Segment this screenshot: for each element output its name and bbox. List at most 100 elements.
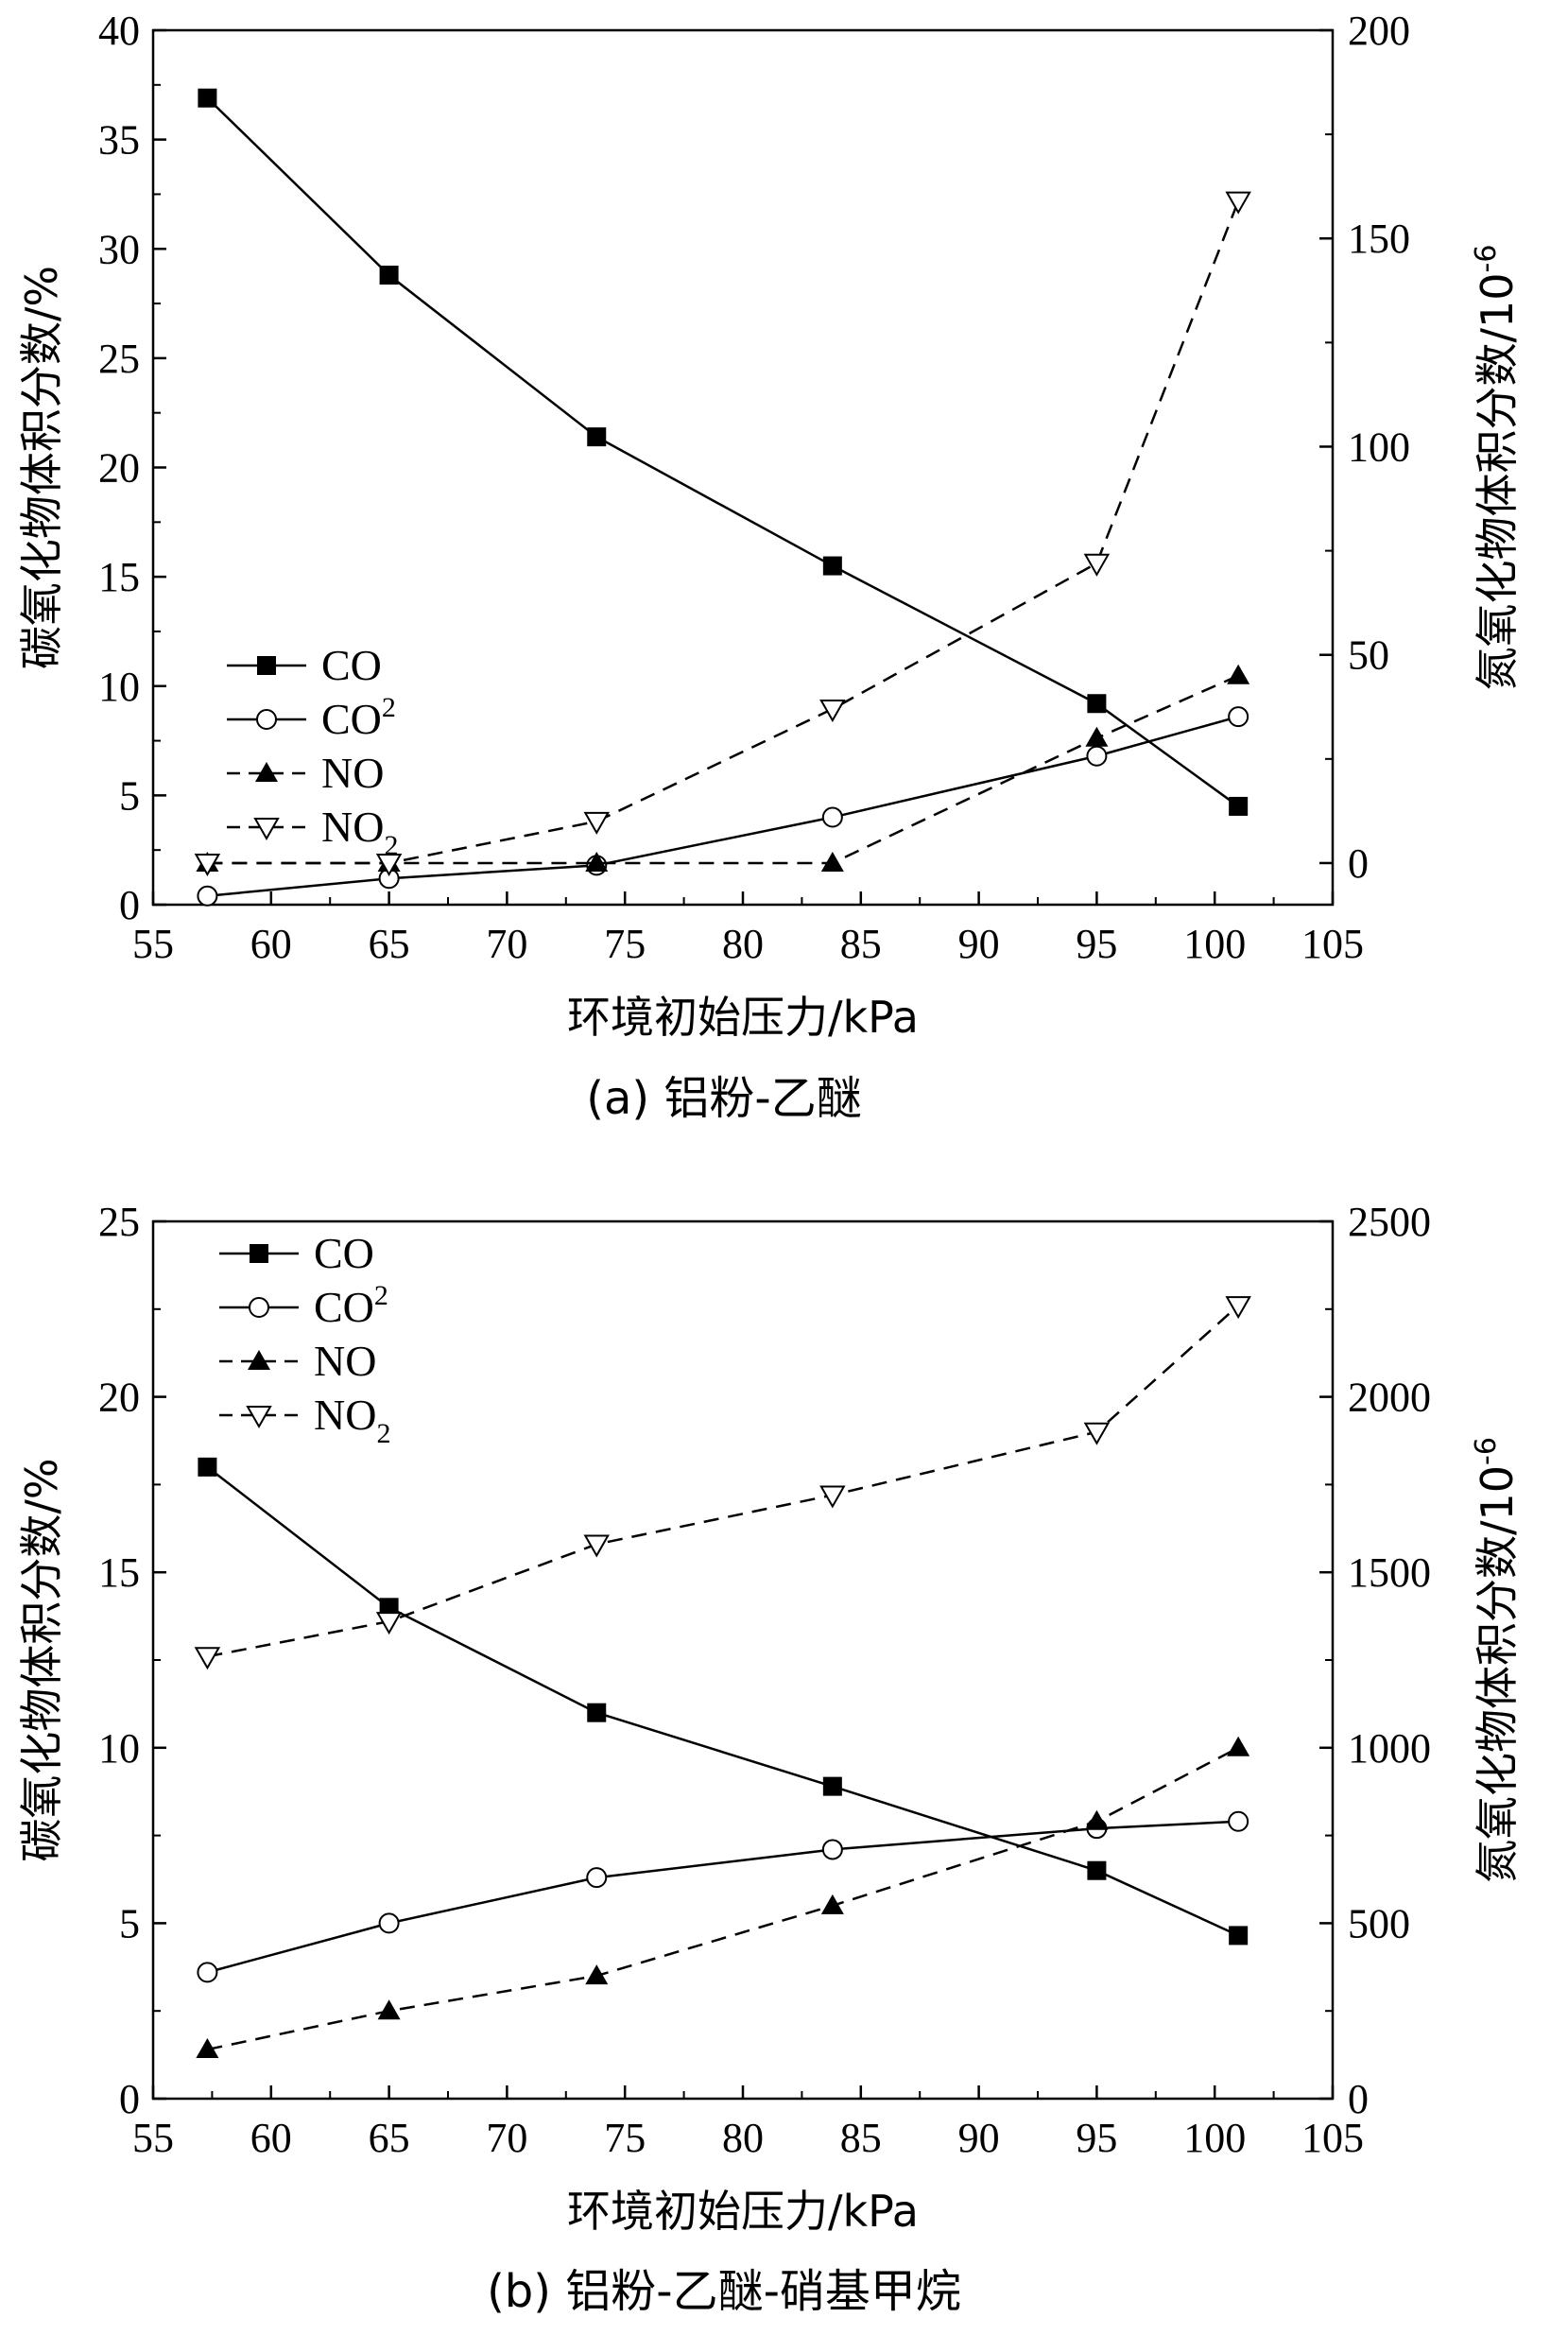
series-0-point [1229, 796, 1249, 816]
x-tick-label: 95 [1076, 2115, 1117, 2161]
x-tick-label: 60 [250, 921, 292, 967]
y-right-tick-label: 150 [1348, 216, 1410, 262]
legend-label-3: NO2 [314, 1391, 390, 1449]
series-3-point [1225, 1296, 1251, 1320]
y-left-tick-label: 5 [119, 1900, 140, 1946]
x-tick-label: 105 [1301, 2115, 1364, 2161]
legend-label-3: NO2 [321, 803, 398, 861]
series-2-point [1085, 726, 1109, 747]
series-1-point [197, 1962, 218, 1983]
x-axis-label: 环境初始压力/kPa [567, 2186, 919, 2237]
series-0-point [1087, 694, 1107, 714]
series-0-point [587, 427, 607, 447]
series-3-point [194, 1647, 221, 1670]
legend-label-1: CO2 [321, 692, 396, 743]
series-0-point [379, 266, 399, 285]
series-1-point [378, 1912, 400, 1934]
series-2-point [820, 1894, 844, 1914]
legend-marker-2 [248, 1350, 270, 1370]
x-tick-label: 95 [1076, 921, 1117, 967]
series-2-point [196, 2038, 219, 2059]
series-3-point [1083, 553, 1111, 577]
x-tick-label: 55 [132, 2115, 174, 2161]
series-1-point [821, 806, 843, 828]
series-0-point [587, 1703, 607, 1722]
y-left-tick-label: 5 [119, 772, 140, 819]
legend-label-0: CO [321, 641, 382, 689]
y-left-tick-label: 35 [98, 117, 140, 164]
series-3-point [819, 699, 846, 722]
x-tick-label: 80 [722, 921, 764, 967]
y-left-tick-label: 15 [98, 554, 140, 600]
series-0-point [1229, 1926, 1249, 1946]
series-0-point [822, 1776, 842, 1796]
y-right-tick-label: 1500 [1348, 1549, 1431, 1596]
y-left-tick-label: 20 [98, 445, 140, 492]
y-right-tick-label: 100 [1348, 424, 1410, 470]
y-right-tick-label: 1000 [1348, 1725, 1431, 1772]
x-tick-label: 85 [840, 921, 882, 967]
y-right-axis-label-text: 氮氧化物体积分数/10 [1472, 1465, 1523, 1883]
y-left-tick-label: 40 [98, 8, 140, 54]
y-left-tick-label: 10 [98, 664, 140, 710]
series-1-point [1228, 1810, 1249, 1832]
y-left-axis-label: 碳氧化物体积分数/% [16, 1458, 67, 1861]
y-left-tick-label: 25 [98, 336, 140, 382]
y-right-axis-label-exponent: -6 [1470, 245, 1503, 273]
series-3-point [375, 853, 403, 876]
y-right-tick-label: 200 [1348, 8, 1410, 54]
y-right-tick-label: 2500 [1348, 1199, 1431, 1245]
panel-a: 55 60 65 70 75 80 85 90 95 100 105 0 5 10 15 20 25 30 35 40… [16, 8, 1523, 1125]
series-0-point [198, 1457, 217, 1477]
legend-marker-2 [255, 762, 278, 782]
series-3-point [819, 1485, 846, 1509]
y-right-axis-label-text: 氮氧化物体积分数/10 [1472, 272, 1523, 690]
y-right-tick-label: 0 [1348, 840, 1369, 887]
series-3-point [194, 853, 221, 876]
series-line-0 [206, 1465, 1239, 1937]
x-tick-label: 75 [604, 2115, 646, 2161]
series-3-point [583, 1534, 610, 1558]
series-0-point [822, 556, 842, 576]
series-2-point [1227, 664, 1250, 684]
legend-marker-3 [253, 818, 280, 841]
y-left-axis-label: 碳氧化物体积分数/% [16, 266, 67, 669]
y-right-tick-label: 500 [1348, 1900, 1410, 1946]
y-right-tick-label: 2000 [1348, 1375, 1431, 1421]
series-2-point [585, 851, 609, 872]
series-3-point [1083, 1422, 1111, 1445]
series-3-point [1225, 191, 1251, 215]
series-1-point [586, 1867, 608, 1889]
x-tick-label: 70 [486, 921, 527, 967]
panel-caption: (a) 铝粉-乙醚 [586, 1072, 861, 1125]
y-right-axis-label: 氮氧化物体积分数/10-6 [1470, 1437, 1523, 1883]
legend-label-1: CO2 [314, 1280, 388, 1331]
x-tick-label: 100 [1183, 2115, 1246, 2161]
series-line-2 [207, 1746, 1239, 2051]
y-right-axis-label: 氮氧化物体积分数/10-6 [1470, 245, 1523, 691]
x-tick-label: 75 [604, 921, 646, 967]
panel-b: 55 60 65 70 75 80 85 90 95 100 1050510152025050010… [16, 1199, 1523, 2318]
series-3-point [375, 1612, 403, 1635]
series-2-point [585, 1964, 609, 1985]
legend-marker-0 [250, 1244, 268, 1263]
legend-label-0: CO [314, 1229, 374, 1277]
legend-marker-1 [249, 1297, 269, 1318]
legend-marker-3 [246, 1406, 272, 1429]
y-left-tick-label: 25 [98, 1199, 140, 1245]
series-line-1 [207, 715, 1239, 897]
x-tick-label: 90 [958, 2115, 1000, 2161]
y-right-tick-label: 50 [1348, 632, 1389, 679]
panel-caption: (b) 铝粉-乙醚-硝基甲烷 [487, 2265, 961, 2318]
series-line-0 [206, 96, 1239, 807]
series-2-point [1085, 1809, 1109, 1830]
y-left-tick-label: 10 [98, 1725, 140, 1772]
series-1-point [197, 885, 218, 907]
x-tick-label: 90 [958, 921, 1000, 967]
x-tick-label: 65 [369, 921, 410, 967]
x-tick-label: 55 [132, 921, 174, 967]
series-0-point [1087, 1860, 1107, 1880]
x-tick-label: 80 [722, 2115, 764, 2161]
y-left-tick-label: 0 [119, 882, 140, 928]
